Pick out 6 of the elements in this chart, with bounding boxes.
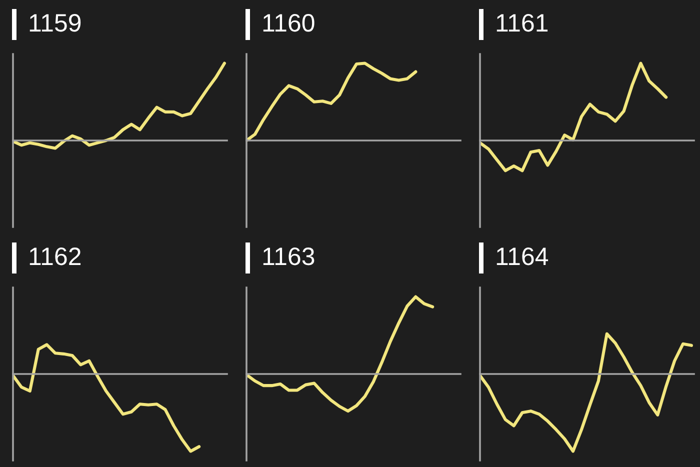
- chart-title: 1163: [263, 248, 314, 266]
- chart-title: 1161: [496, 14, 548, 32]
- chart-title: 1159: [30, 14, 81, 32]
- chart-title: 1162: [30, 248, 81, 266]
- chart-title: 1160: [263, 14, 314, 32]
- chart-title: 1164: [496, 248, 548, 266]
